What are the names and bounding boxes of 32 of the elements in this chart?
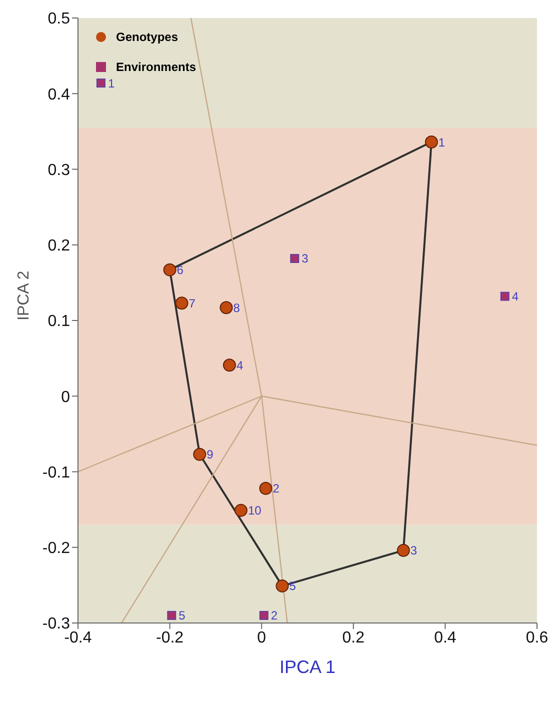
y-tick-label: 0.5 bbox=[48, 10, 70, 28]
x-tick-label: -0.2 bbox=[156, 629, 184, 646]
x-tick-label: 0.6 bbox=[526, 629, 548, 646]
legend-label: Environments bbox=[116, 60, 196, 74]
y-tick-label: 0.1 bbox=[48, 313, 70, 330]
annotation: 1 bbox=[438, 135, 446, 150]
y-tick-label: 0.2 bbox=[48, 238, 70, 255]
x-axis-title: IPCA 1 bbox=[279, 657, 336, 677]
y-axis-title: IPCA 2 bbox=[16, 270, 33, 320]
y-tick-label: 0 bbox=[61, 388, 70, 406]
annotation: 3 bbox=[410, 544, 418, 558]
annotation: 2 bbox=[270, 608, 278, 623]
annotation: 1 bbox=[108, 76, 115, 90]
annotation: 7 bbox=[188, 296, 196, 310]
y-tick-label: 0.4 bbox=[48, 86, 70, 104]
annotation: 10 bbox=[248, 504, 262, 518]
annotation: 6 bbox=[176, 263, 184, 278]
annotation: 4 bbox=[236, 358, 244, 372]
legend-label: Genotypes bbox=[116, 30, 178, 44]
y-tick-label: -0.1 bbox=[42, 464, 70, 482]
annotation: 8 bbox=[233, 300, 240, 315]
annotation: 9 bbox=[206, 448, 214, 462]
annotation: 5 bbox=[178, 608, 186, 623]
x-tick-label: 0 bbox=[257, 629, 266, 646]
x-tick-label: 0.2 bbox=[342, 629, 365, 646]
annotation: 4 bbox=[512, 290, 519, 304]
annotation: 2 bbox=[272, 482, 280, 496]
y-tick-label: -0.2 bbox=[42, 540, 70, 558]
y-tick-label: 0.3 bbox=[48, 162, 70, 179]
annotation: 5 bbox=[289, 579, 296, 594]
annotation: 3 bbox=[302, 252, 309, 266]
x-tick-label: 0.4 bbox=[434, 629, 456, 646]
